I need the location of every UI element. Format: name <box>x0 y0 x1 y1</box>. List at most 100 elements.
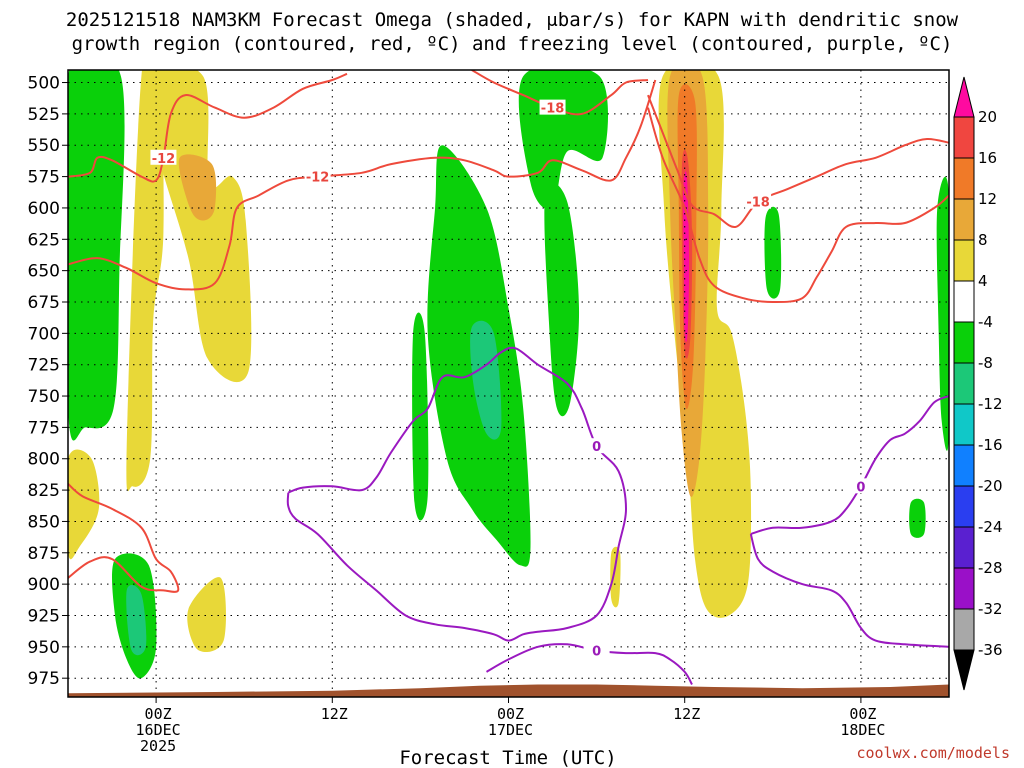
colorbar-swatch-5 <box>953 321 975 364</box>
xtick-label-2-1: 17DEC <box>488 721 533 739</box>
colorbar-label-8: -16 <box>978 436 1003 454</box>
freezing-contour-1 <box>485 643 693 685</box>
xtick-label-0-0: 00Z <box>145 705 172 723</box>
colorbar-swatch-4 <box>953 280 975 323</box>
xtick-label-2-0: 00Z <box>497 705 524 723</box>
ytick-label-550: 550 <box>28 136 60 156</box>
xtick-label-4-0: 00Z <box>849 705 876 723</box>
xtick-label-3-0: 12Z <box>673 705 700 723</box>
colorbar-label-13: -36 <box>978 641 1003 659</box>
ytick-label-825: 825 <box>28 481 60 501</box>
freezing-contour-label-1: 0 <box>592 645 601 660</box>
dendritic-contour-2 <box>471 70 649 116</box>
omega-region-early-descent-green <box>68 70 125 441</box>
freezing-contour-label-2: 0 <box>856 480 865 495</box>
colorbar-swatch-0 <box>953 116 975 159</box>
terrain-fill <box>68 684 949 697</box>
dendritic-label-bg-3 <box>745 193 772 209</box>
ytick-label-975: 975 <box>28 669 60 689</box>
colorbar-label-11: -28 <box>978 559 1003 577</box>
ytick-label-900: 900 <box>28 575 60 595</box>
colorbar-label-2: 12 <box>978 190 997 208</box>
ytick-label-725: 725 <box>28 356 60 376</box>
ytick-label-775: 775 <box>28 418 60 438</box>
dendritic-contour-0 <box>68 72 348 183</box>
temperature-contours: -12 -12 -18 -18 0 0 0 <box>68 70 949 685</box>
freezing-contour-3 <box>749 533 949 648</box>
pressure-axis: 500 525 550 575 600 625 650 675 700 725 750 775 800 8… <box>28 74 68 689</box>
omega-region-mid-ascent-yellow <box>142 70 252 383</box>
dendritic-contour-label-0: -12 <box>152 152 176 167</box>
colorbar-top-arrow <box>953 76 975 118</box>
terrain-surface <box>68 684 949 697</box>
colorbar-swatch-3 <box>953 239 975 282</box>
colorbar-swatch-11 <box>953 567 975 610</box>
colorbar-label-0: 20 <box>978 108 997 126</box>
ytick-label-850: 850 <box>28 512 60 532</box>
xtick-label-4-1: 18DEC <box>840 721 885 739</box>
omega-region-early-ascent-yellow <box>126 70 164 492</box>
omega-region-day2-descent-teal <box>470 320 502 440</box>
ytick-label-650: 650 <box>28 262 60 282</box>
omega-region-late-descent-green-edge <box>936 176 949 451</box>
dendritic-contour-label-2: -18 <box>541 102 565 117</box>
ytick-label-925: 925 <box>28 606 60 626</box>
colorbar-label-1: 16 <box>978 149 997 167</box>
ytick-label-950: 950 <box>28 638 60 658</box>
omega-region-low-ascent-yellow <box>68 449 100 560</box>
omega-region-low-descent-teal <box>126 585 147 656</box>
ytick-label-625: 625 <box>28 230 60 250</box>
ytick-label-675: 675 <box>28 293 60 313</box>
xtick-label-0-1: 16DEC <box>136 721 181 739</box>
colorbar-bottom-arrow <box>953 649 975 691</box>
omega-shading <box>68 70 949 679</box>
freezing-label-bg-1 <box>583 642 610 658</box>
colorbar-label-5: -4 <box>978 313 993 331</box>
omega-region-day2-descent-green-mid <box>544 182 580 417</box>
colorbar-swatch-9 <box>953 485 975 528</box>
ytick-label-750: 750 <box>28 387 60 407</box>
colorbar-label-10: -24 <box>978 518 1003 536</box>
colorbar-swatch-1 <box>953 157 975 200</box>
colorbar-swatch-12 <box>953 608 975 651</box>
ytick-label-800: 800 <box>28 450 60 470</box>
dendritic-label-bg-2 <box>539 99 566 115</box>
ytick-label-575: 575 <box>28 168 60 188</box>
colorbar-swatch-8 <box>953 444 975 487</box>
omega-region-low-ascent-yellow2 <box>187 577 227 653</box>
colorbar-label-7: -12 <box>978 395 1003 413</box>
colorbar-swatch-10 <box>953 526 975 569</box>
dendritic-contour-1 <box>68 79 657 291</box>
omega-region-late-ascent-yellow-tail <box>610 546 621 608</box>
omega-region-late-descent-green <box>764 206 782 299</box>
ytick-label-525: 525 <box>28 105 60 125</box>
chart-title-line1: 2025121518 NAM3KM Forecast Omega (shaded… <box>66 9 959 31</box>
dendritic-contour-5 <box>68 483 180 593</box>
dendritic-contour-3 <box>647 94 949 228</box>
omega-region-day2-descent-green-top <box>518 70 609 210</box>
ytick-label-875: 875 <box>28 544 60 564</box>
dendritic-label-bg-1 <box>304 168 331 184</box>
omega-region-day2-descent-green-low <box>412 312 429 521</box>
colorbar-label-3: 8 <box>978 231 988 249</box>
omega-colorbar: 20 16 12 8 4 -4 -8 -12 -16 -20 -24 -28 -32 -36 <box>953 76 1003 691</box>
freezing-contour-2 <box>750 395 949 535</box>
omega-region-mid-ascent-orange <box>178 154 217 221</box>
dendritic-contour-label-3: -18 <box>746 196 770 211</box>
credit-text: coolwx.com/models <box>856 744 1010 762</box>
ytick-label-500: 500 <box>28 74 60 94</box>
freezing-contour-0 <box>286 346 628 642</box>
chart-title-line2: growth region (contoured, red, ºC) and f… <box>72 33 953 55</box>
freezing-label-bg-2 <box>847 478 874 494</box>
colorbar-swatch-7 <box>953 403 975 446</box>
xtick-label-1-0: 12Z <box>321 705 348 723</box>
colorbar-label-9: -20 <box>978 477 1003 495</box>
freezing-contour-label-0: 0 <box>592 440 601 455</box>
colorbar-label-12: -32 <box>978 600 1003 618</box>
colorbar-swatch-6 <box>953 362 975 405</box>
colorbar-swatch-2 <box>953 198 975 241</box>
xtick-label-0-2: 2025 <box>140 737 176 755</box>
freezing-label-bg-0 <box>583 438 610 454</box>
